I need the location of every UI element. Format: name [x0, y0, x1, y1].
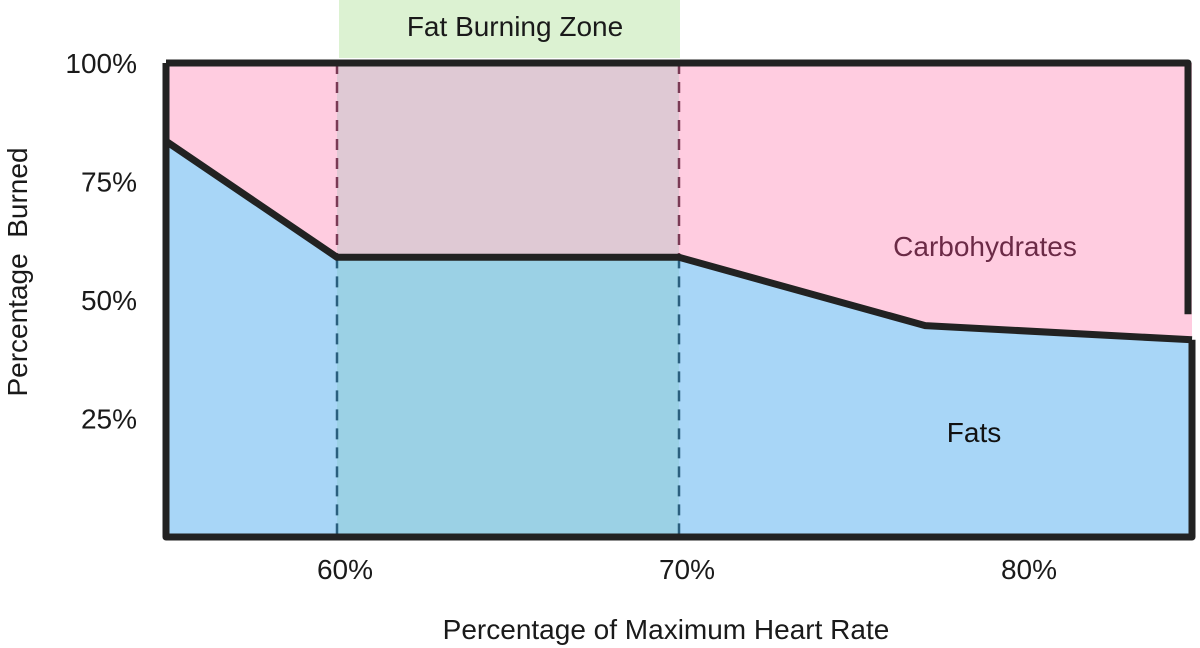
y-tick-label: 50%: [81, 285, 137, 316]
x-axis-ticks: 60% 70% 80%: [317, 554, 1057, 585]
carbohydrates-label: Carbohydrates: [893, 231, 1077, 262]
zone-title: Fat Burning Zone: [407, 11, 623, 42]
zone-title-box: [339, 0, 680, 58]
plot-frame-upper: [166, 59, 1192, 315]
x-tick-label: 70%: [659, 554, 715, 585]
plot-frame-lower: [162, 63, 1196, 541]
x-tick-label: 80%: [1001, 554, 1057, 585]
x-axis-title: Percentage of Maximum Heart Rate: [443, 614, 890, 645]
x-tick-label: 60%: [317, 554, 373, 585]
y-tick-label: 100%: [65, 48, 137, 79]
y-tick-label: 75%: [81, 167, 137, 198]
y-tick-label: 25%: [81, 404, 137, 435]
plot-area: Carbohydrates Fats: [162, 59, 1196, 541]
fats-label: Fats: [947, 417, 1001, 448]
fat-burning-zone-overlay: [337, 63, 679, 537]
y-axis-title: Percentage Burned: [2, 147, 33, 396]
y-axis-ticks: 25% 50% 75% 100%: [65, 48, 137, 435]
fats-boundary-line: [164, 138, 1193, 344]
